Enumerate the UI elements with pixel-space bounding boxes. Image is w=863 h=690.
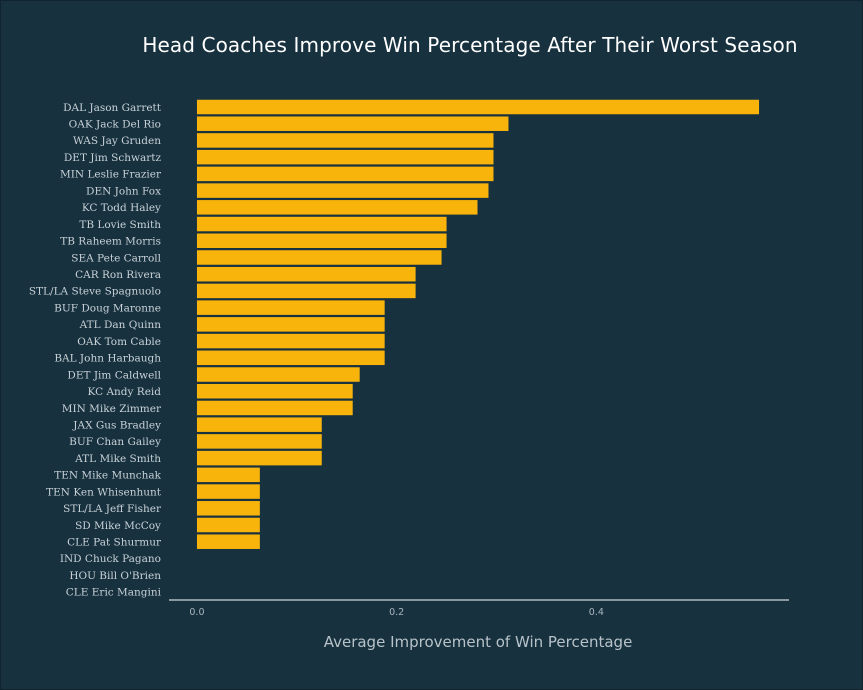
bar-min-mike-zimmer <box>196 400 353 416</box>
bar-jax-gus-bradley <box>196 417 322 432</box>
bar-ten-mike-munchak <box>196 467 260 483</box>
category-label-tb-raheem-morris: TB Raheem Morris <box>60 236 161 248</box>
category-label-sea-pete-carroll: SEA Pete Carroll <box>71 252 161 264</box>
category-label-buf-doug-maronne: BUF Doug Maronne <box>54 302 161 314</box>
category-label-atl-dan-quinn: ATL Dan Quinn <box>79 319 162 331</box>
bar-car-ron-rivera <box>196 266 416 282</box>
bar-cle-pat-shurmur <box>196 534 260 549</box>
bar-oak-tom-cable <box>196 333 385 349</box>
bar-oak-jack-del-rio <box>196 116 509 131</box>
bar-kc-todd-haley <box>196 200 478 215</box>
bar-stl-la-steve-spagnuolo <box>196 283 416 299</box>
category-label-car-ron-rivera: CAR Ron Rivera <box>75 269 161 281</box>
category-label-stl-la-jeff-fisher: STL/LA Jeff Fisher <box>63 503 162 515</box>
category-label-bal-john-harbaugh: BAL John Harbaugh <box>54 353 161 365</box>
x-axis-title: Average Improvement of Win Percentage <box>323 633 633 651</box>
bars-group <box>196 99 760 549</box>
category-label-ten-ken-whisenhunt: TEN Ken Whisenhunt <box>46 486 162 498</box>
bar-atl-mike-smith <box>196 450 322 466</box>
bar-sd-mike-mccoy <box>196 517 260 533</box>
category-label-kc-todd-haley: KC Todd Haley <box>82 202 161 214</box>
category-label-stl-la-steve-spagnuolo: STL/LA Steve Spagnuolo <box>29 286 161 298</box>
category-label-atl-mike-smith: ATL Mike Smith <box>74 453 161 465</box>
bar-tb-raheem-morris <box>196 233 447 249</box>
bar-bal-john-harbaugh <box>196 350 385 366</box>
category-label-was-jay-gruden: WAS Jay Gruden <box>73 135 161 147</box>
category-label-min-mike-zimmer: MIN Mike Zimmer <box>62 403 162 415</box>
category-label-det-jim-caldwell: DET Jim Caldwell <box>67 369 161 381</box>
category-label-oak-tom-cable: OAK Tom Cable <box>77 336 161 348</box>
bar-min-leslie-frazier <box>196 166 494 182</box>
category-label-oak-jack-del-rio: OAK Jack Del Rio <box>69 119 161 131</box>
bar-stl-la-jeff-fisher <box>196 501 260 516</box>
category-label-dal-jason-garrett: DAL Jason Garrett <box>63 102 162 114</box>
category-label-hou-bill-o-brien: HOU Bill O'Brien <box>69 570 161 582</box>
bar-sea-pete-carroll <box>196 250 442 265</box>
category-label-kc-andy-reid: KC Andy Reid <box>88 386 162 398</box>
category-label-ten-mike-munchak: TEN Mike Munchak <box>54 470 161 482</box>
bar-ten-ken-whisenhunt <box>196 484 260 499</box>
bar-kc-andy-reid <box>196 383 353 399</box>
bar-atl-dan-quinn <box>196 317 385 332</box>
bar-dal-jason-garrett <box>196 99 760 115</box>
category-label-min-leslie-frazier: MIN Leslie Frazier <box>60 169 162 181</box>
category-label-den-john-fox: DEN John Fox <box>86 185 161 197</box>
bar-was-jay-gruden <box>196 133 494 148</box>
category-label-ind-chuck-pagano: IND Chuck Pagano <box>60 553 161 565</box>
category-label-det-jim-schwartz: DET Jim Schwartz <box>64 152 162 164</box>
x-tick-label: 0.2 <box>389 607 404 618</box>
bar-buf-doug-maronne <box>196 300 385 315</box>
x-tick-label: 0.4 <box>589 607 604 618</box>
x-tick-label: 0.0 <box>189 607 204 618</box>
bar-det-jim-schwartz <box>196 149 494 165</box>
bar-den-john-fox <box>196 183 489 198</box>
bar-det-jim-caldwell <box>196 367 360 382</box>
bar-tb-lovie-smith <box>196 216 447 232</box>
bar-buf-chan-gailey <box>196 434 322 449</box>
category-label-jax-gus-bradley: JAX Gus Bradley <box>72 419 161 431</box>
category-label-sd-mike-mccoy: SD Mike McCoy <box>75 520 161 532</box>
x-tick-labels-group: 0.0 0.2 0.4 <box>189 607 603 618</box>
category-labels-group: DAL Jason Garrett OAK Jack Del Rio WAS Jay… <box>29 102 162 599</box>
category-label-cle-eric-mangini: CLE Eric Mangini <box>66 587 162 599</box>
category-label-cle-pat-shurmur: CLE Pat Shurmur <box>67 537 162 549</box>
category-label-buf-chan-gailey: BUF Chan Gailey <box>69 436 161 448</box>
category-label-tb-lovie-smith: TB Lovie Smith <box>79 219 161 231</box>
chart-title: Head Coaches Improve Win Percentage Afte… <box>142 33 798 57</box>
